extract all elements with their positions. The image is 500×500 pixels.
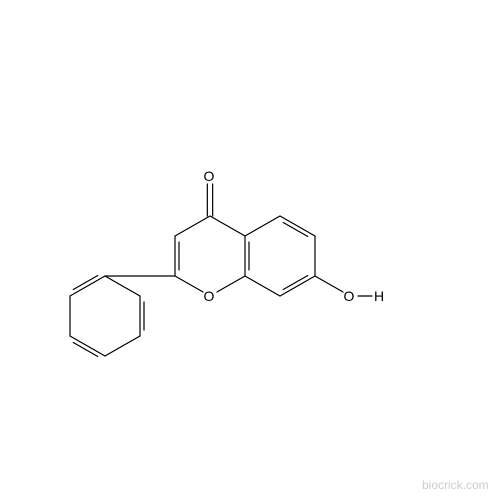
atom-label-o_keto: O (204, 168, 217, 184)
molecule-canvas: O O O H biocrick.com (0, 0, 500, 500)
atom-label-h_oh: H (374, 288, 386, 304)
atom-label-o1: O (204, 288, 217, 304)
watermark-text: biocrick.com (422, 478, 489, 492)
atom-label-o_oh: O (344, 288, 357, 304)
bond-layer (0, 0, 500, 500)
